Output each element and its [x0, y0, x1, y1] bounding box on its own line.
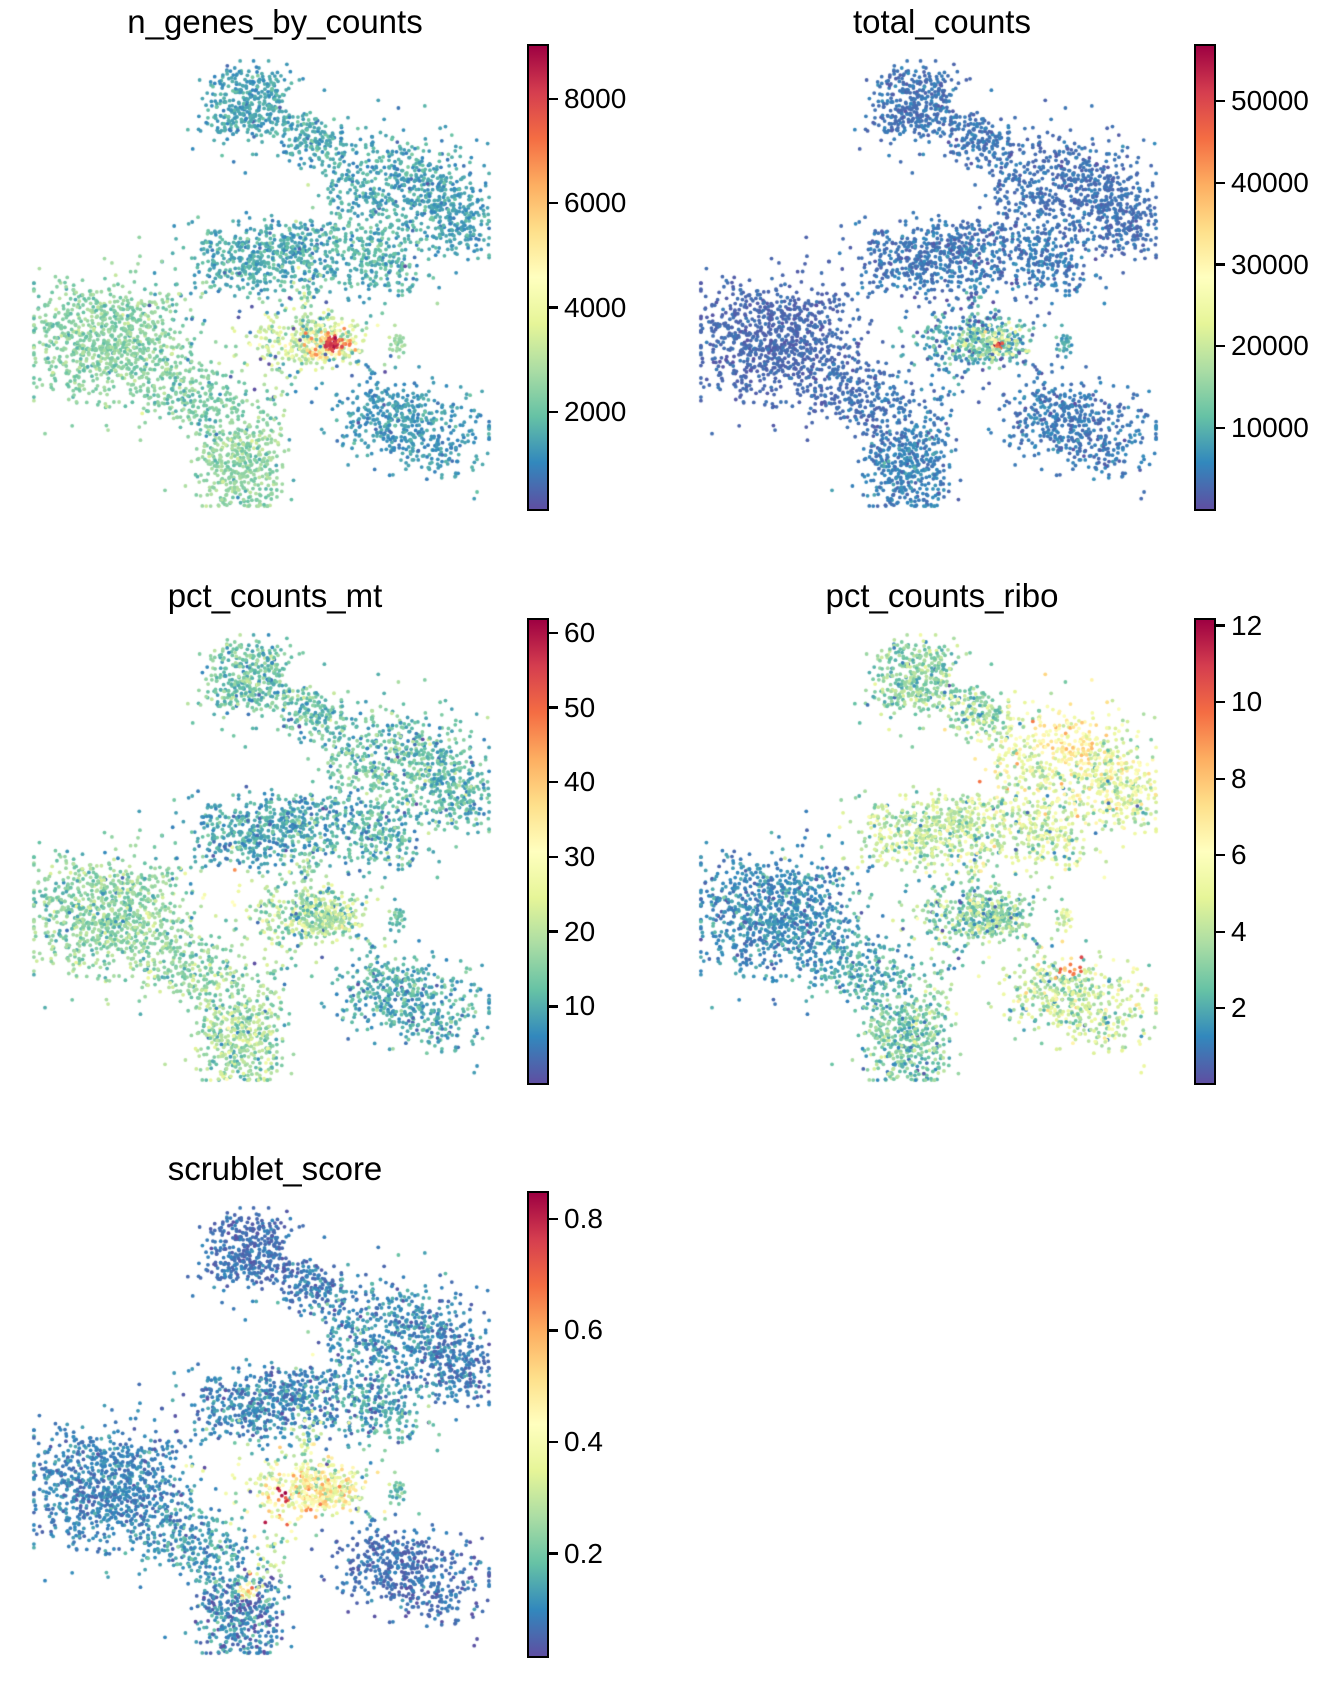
panel-title: pct_counts_mt: [167, 577, 383, 614]
colorbar-tick: [549, 781, 558, 784]
umap-scatter-canvas: [30, 618, 520, 1083]
colorbar-tick: [1216, 1007, 1225, 1010]
panel-title: n_genes_by_counts: [127, 3, 423, 40]
colorbar-tick-label: 2000: [564, 395, 627, 427]
colorbar-tick: [549, 706, 558, 709]
colorbar-tick: [549, 1552, 558, 1555]
colorbar-tick-label: 6: [1231, 839, 1247, 871]
umap-scatter-canvas: [30, 1191, 520, 1656]
colorbar-tick-label: 10: [1231, 686, 1263, 718]
colorbar-tick: [549, 1329, 558, 1332]
panel-scrublet-score: scrublet_score 0.8 0.6 0.4 0.2: [30, 1151, 670, 1696]
colorbar-tick: [1216, 426, 1225, 430]
colorbar-tick: [1216, 777, 1225, 780]
colorbar-tick-label: 12: [1231, 609, 1263, 641]
colorbar-tick-label: 0.8: [564, 1202, 603, 1234]
colorbar-tick-label: 30000: [1231, 248, 1309, 280]
colorbar-tick-label: 0.4: [564, 1426, 603, 1458]
colorbar-tick: [549, 202, 558, 205]
umap-scatter-canvas: [697, 618, 1187, 1083]
colorbar-tick: [549, 97, 558, 100]
colorbar-tick: [549, 410, 558, 414]
colorbar-tick: [1216, 854, 1225, 857]
colorbar-tick-label: 40: [564, 766, 596, 798]
colorbar: 0.8 0.6 0.4 0.2: [527, 1191, 667, 1658]
colorbar-gradient: [527, 44, 549, 511]
colorbar-tick-label: 4000: [564, 291, 627, 323]
colorbar: 12 10 8 6 4 2: [1194, 610, 1333, 1085]
colorbar-tick-label: 8000: [564, 82, 627, 114]
panel-pct-counts-ribo: pct_counts_ribo 12 10 8 6 4 2: [697, 578, 1333, 1123]
colorbar-tick: [549, 1005, 558, 1008]
panel-title: pct_counts_ribo: [825, 577, 1059, 614]
colorbar-tick: [1216, 263, 1225, 266]
colorbar-tick-label: 0.2: [564, 1537, 603, 1569]
colorbar-tick-label: 60: [564, 616, 596, 648]
colorbar-tick-label: 8: [1231, 762, 1247, 794]
colorbar-tick: [549, 930, 558, 933]
panel-title: scrublet_score: [167, 1150, 383, 1187]
colorbar-tick-label: 4: [1231, 915, 1247, 947]
colorbar-tick: [549, 1217, 558, 1221]
colorbar-tick-label: 0.6: [564, 1314, 603, 1346]
colorbar-tick-label: 2: [1231, 992, 1247, 1024]
panel-n-genes-by-counts: n_genes_by_counts 8000 6000 4000 2000: [30, 4, 670, 549]
umap-scatter-canvas: [697, 44, 1187, 509]
colorbar-tick: [1216, 345, 1225, 348]
umap-scatter-canvas: [30, 44, 520, 509]
colorbar-tick: [549, 1440, 558, 1444]
colorbar-tick-label: 50000: [1231, 85, 1309, 117]
panel-total-counts: total_counts 50000 40000 30000 20000 10000: [697, 4, 1333, 549]
colorbar-tick-label: 20000: [1231, 330, 1309, 362]
colorbar-tick: [1216, 930, 1225, 933]
colorbar-gradient: [527, 1191, 549, 1658]
colorbar: 60 50 40 30 20 10: [527, 616, 667, 1085]
colorbar-gradient: [1194, 44, 1216, 511]
colorbar-tick-label: 10: [564, 990, 596, 1022]
colorbar-tick-label: 40000: [1231, 166, 1309, 198]
colorbar-tick: [1216, 624, 1225, 627]
panel-title: total_counts: [853, 3, 1031, 40]
colorbar: 50000 40000 30000 20000 10000: [1194, 44, 1333, 511]
colorbar-tick-label: 30: [564, 840, 596, 872]
panel-pct-counts-mt: pct_counts_mt 60 50 40 30 20 10: [30, 578, 670, 1123]
colorbar-gradient: [1194, 618, 1216, 1085]
colorbar-tick: [549, 855, 558, 859]
colorbar-tick: [1216, 99, 1225, 103]
colorbar-tick-label: 50: [564, 691, 596, 723]
colorbar-tick: [549, 306, 558, 309]
colorbar-tick: [1216, 181, 1225, 185]
colorbar-tick: [1216, 700, 1225, 704]
colorbar-gradient: [527, 618, 549, 1085]
colorbar-tick: [549, 631, 558, 635]
colorbar-tick-label: 6000: [564, 187, 627, 219]
colorbar: 8000 6000 4000 2000: [527, 44, 667, 511]
colorbar-tick-label: 10000: [1231, 411, 1309, 443]
colorbar-tick-label: 20: [564, 915, 596, 947]
